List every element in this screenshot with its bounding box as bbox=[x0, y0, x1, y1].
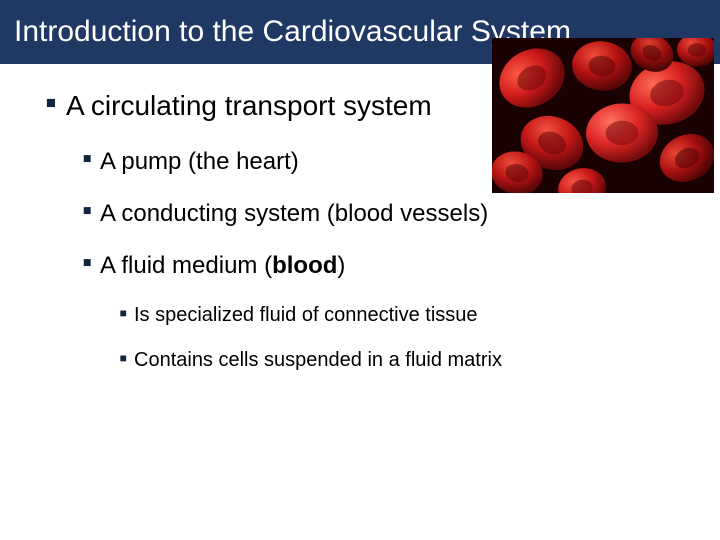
bullet-lvl2-conducting: A conducting system (blood vessels) bbox=[100, 200, 720, 228]
bullet-text: Is specialized fluid of connective tissu… bbox=[134, 304, 478, 326]
bullet-text-post: ) bbox=[337, 252, 345, 279]
bullet-text: A pump (the heart) bbox=[100, 148, 299, 175]
bullet-lvl3-contains: Contains cells suspended in a fluid matr… bbox=[134, 349, 720, 372]
bullet-text: A circulating transport system bbox=[66, 90, 432, 121]
slide-title: Introduction to the Cardiovascular Syste… bbox=[14, 15, 571, 49]
bullet-text-bold: blood bbox=[272, 252, 337, 279]
blood-cells-image bbox=[492, 38, 714, 193]
bullet-lvl3-specialized: Is specialized fluid of connective tissu… bbox=[134, 304, 720, 327]
red-blood-cells-icon bbox=[492, 38, 714, 193]
bullet-lvl2-fluid: A fluid medium (blood) bbox=[100, 252, 720, 280]
bullet-text-pre: A fluid medium ( bbox=[100, 252, 272, 279]
bullet-text: A conducting system (blood vessels) bbox=[100, 200, 488, 227]
slide: Introduction to the Cardiovascular Syste… bbox=[0, 0, 720, 540]
bullet-text: Contains cells suspended in a fluid matr… bbox=[134, 349, 502, 371]
